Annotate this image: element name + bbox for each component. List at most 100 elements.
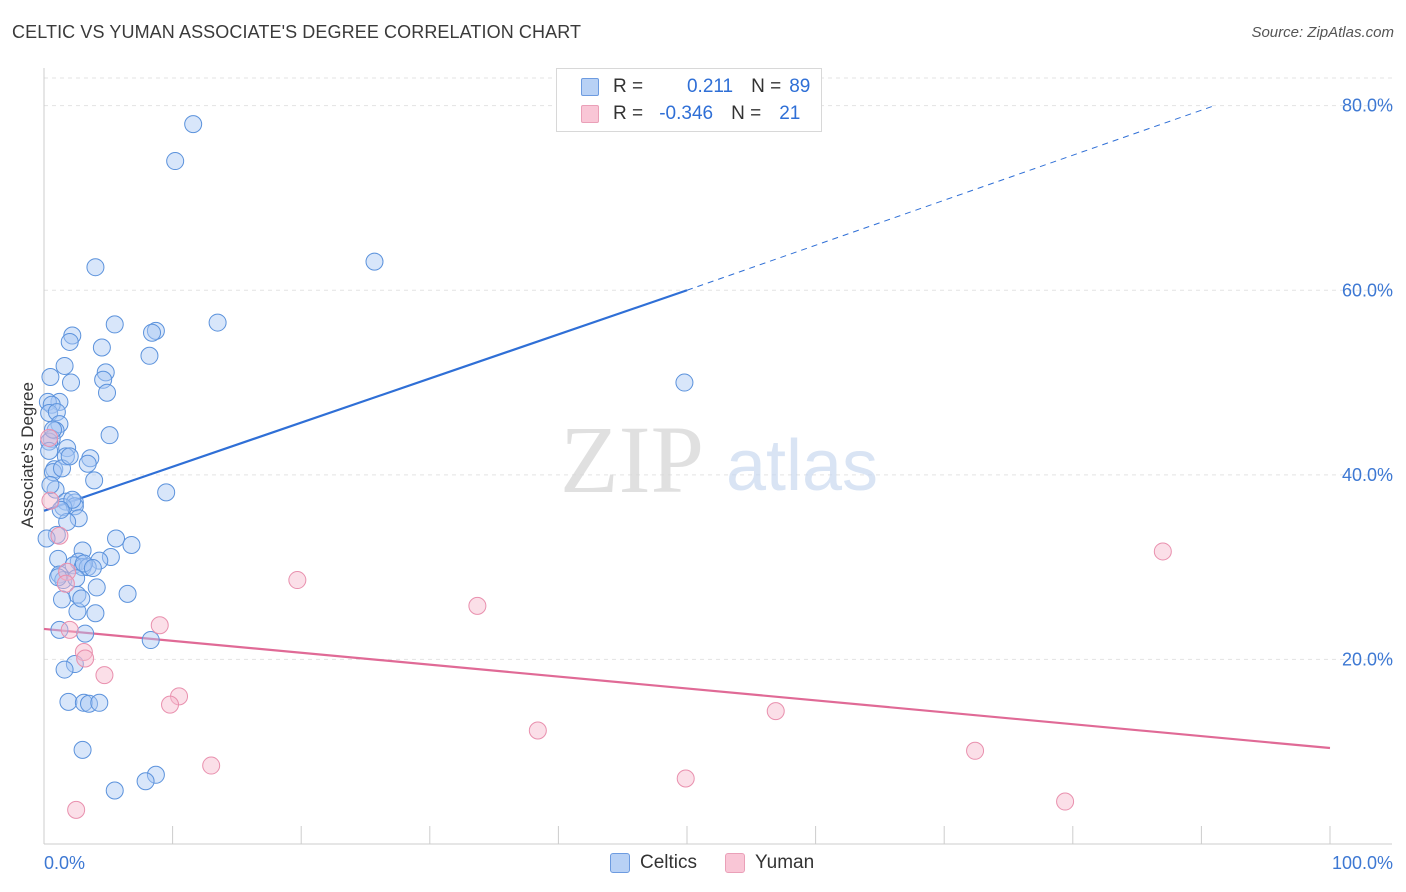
- correlation-legend: R = 0.211 N = 89 R = -0.346 N = 21: [556, 68, 822, 132]
- yuman-point: [40, 428, 59, 447]
- celtics-point: [136, 772, 155, 791]
- celtics-point: [98, 383, 117, 402]
- watermark-atlas: atlas: [726, 426, 878, 506]
- legend-item-yuman: Yuman: [725, 852, 814, 874]
- celtics-point: [40, 441, 59, 460]
- watermark-zip: ZIP: [560, 406, 704, 513]
- yuman-r-value: -0.346: [659, 103, 714, 124]
- yuman-n-value: 21: [779, 103, 801, 124]
- celtics-point: [72, 589, 91, 608]
- celtics-point: [208, 313, 227, 332]
- x-tick-label-left: 0.0%: [44, 853, 85, 873]
- celtics-point: [47, 403, 66, 422]
- tick-labels: 20.0% 40.0% 60.0% 80.0% 0.0% 100.0%: [44, 96, 1393, 873]
- yuman-point: [67, 800, 86, 819]
- celtics-n-label: N =: [751, 76, 782, 97]
- celtics-point: [90, 551, 109, 570]
- celtics-point: [86, 604, 105, 623]
- celtics-point: [143, 323, 162, 342]
- celtics-point: [49, 568, 68, 587]
- yuman-point: [150, 616, 169, 635]
- celtics-point: [60, 447, 79, 466]
- celtics-point: [51, 500, 70, 519]
- celtics-point: [62, 373, 81, 392]
- celtics-r-value: 0.211: [686, 76, 734, 97]
- yuman-point: [966, 741, 985, 760]
- yuman-point: [288, 571, 307, 590]
- celtics-point: [85, 471, 104, 490]
- celtics-point: [74, 693, 93, 712]
- y-tick-label: 40.0%: [1342, 465, 1393, 485]
- celtics-point: [50, 620, 69, 639]
- celtics-point: [365, 252, 384, 271]
- yuman-r-label: R =: [613, 103, 644, 124]
- grid-lines: [44, 77, 1392, 660]
- celtics-point: [63, 490, 82, 509]
- source-label: Source: ZipAtlas.com: [1251, 24, 1394, 41]
- yuman-point: [60, 620, 79, 639]
- data-points: [37, 115, 1172, 819]
- celtics-point: [140, 346, 159, 365]
- yuman-point: [528, 721, 547, 740]
- celtics-point: [59, 692, 78, 711]
- celtics-point: [41, 475, 60, 494]
- celtics-point: [86, 258, 105, 277]
- celtics-point: [96, 363, 115, 382]
- celtics-point: [55, 356, 74, 375]
- yuman-point: [74, 643, 93, 662]
- celtics-point: [40, 432, 59, 451]
- celtics-point: [101, 547, 120, 566]
- legend-yuman-swatch: [725, 853, 746, 873]
- legend-row-yuman: R = -0.346 N = 21: [581, 102, 800, 126]
- celtics-point: [184, 115, 203, 134]
- yuman-point: [50, 526, 69, 545]
- celtics-point: [105, 781, 124, 800]
- legend-item-celtics: Celtics: [610, 852, 697, 874]
- yuman-point: [1056, 792, 1075, 811]
- x-tick-label-right: 100.0%: [1332, 853, 1393, 873]
- yuman-point: [468, 596, 487, 615]
- celtics-point: [56, 447, 75, 466]
- watermark: ZIP atlas: [560, 406, 878, 513]
- celtics-point: [90, 693, 109, 712]
- celtics-point: [146, 765, 165, 784]
- yuman-point: [95, 666, 114, 685]
- celtics-point: [44, 420, 63, 439]
- celtics-point: [100, 426, 119, 445]
- yuman-point: [676, 769, 695, 788]
- celtics-n-value: 89: [789, 76, 811, 97]
- yuman-point: [766, 702, 785, 721]
- celtics-point: [105, 315, 124, 334]
- celtics-point: [166, 152, 185, 171]
- yuman-point: [56, 574, 75, 593]
- celtics-point: [65, 655, 84, 674]
- yuman-point: [41, 491, 60, 510]
- celtics-trend-extension: [686, 105, 1215, 291]
- yuman-point: [76, 649, 95, 668]
- celtics-point: [60, 332, 79, 351]
- celtics-trend-line: [43, 289, 688, 512]
- celtics-point: [118, 584, 137, 603]
- yuman-n-label: N =: [731, 103, 762, 124]
- y-tick-label: 80.0%: [1342, 96, 1393, 116]
- celtics-swatch: [581, 78, 599, 96]
- celtics-point: [41, 368, 60, 387]
- legend-celtics-label: Celtics: [640, 852, 698, 873]
- celtics-point: [92, 338, 111, 357]
- celtics-point: [53, 590, 72, 609]
- y-tick-label: 60.0%: [1342, 280, 1393, 300]
- yuman-swatch: [581, 105, 599, 123]
- celtics-point: [83, 559, 102, 578]
- yuman-trend-line: [43, 627, 1331, 750]
- yuman-point: [202, 756, 221, 775]
- celtics-point: [157, 483, 176, 502]
- series-legend: Celtics Yuman: [610, 852, 842, 874]
- legend-row-celtics: R = 0.211 N = 89: [581, 75, 810, 99]
- y-tick-label: 20.0%: [1342, 649, 1393, 669]
- celtics-point: [107, 529, 126, 548]
- celtics-point: [74, 554, 93, 573]
- chart-title: CELTIC VS YUMAN ASSOCIATE'S DEGREE CORRE…: [12, 22, 582, 42]
- yuman-point: [161, 695, 180, 714]
- legend-yuman-label: Yuman: [755, 852, 815, 873]
- axes: [43, 68, 1392, 845]
